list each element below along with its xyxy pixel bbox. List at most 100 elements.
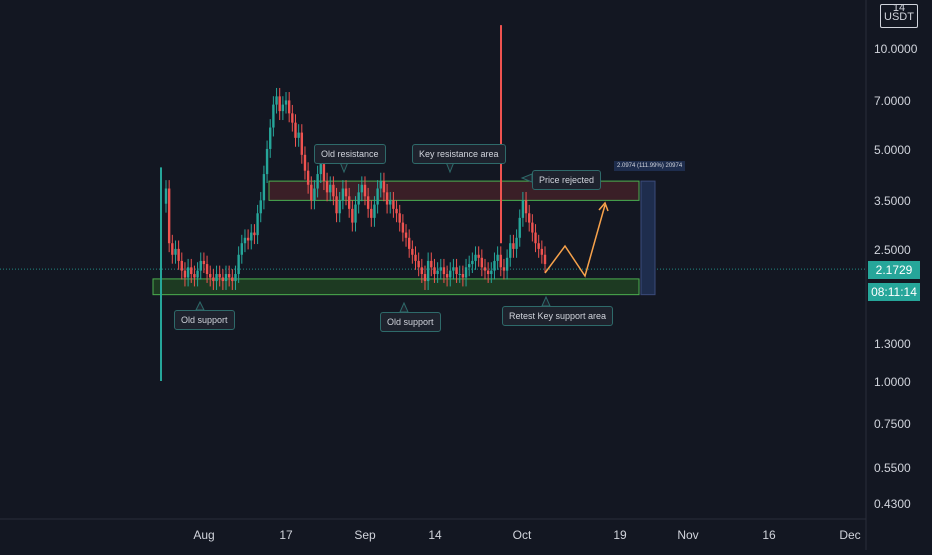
candle-body: [395, 208, 398, 214]
candle-body: [300, 132, 304, 155]
candle-body: [452, 267, 455, 271]
candle-body: [278, 96, 281, 112]
candle-body: [392, 200, 395, 209]
candle-body: [398, 213, 401, 223]
candle-body: [319, 164, 322, 175]
candle-body: [262, 174, 266, 201]
y-tick-label: 5.0000: [874, 143, 911, 157]
candle-body: [385, 192, 389, 205]
y-tick-label: 0.7500: [874, 417, 911, 431]
y-tick-label: 1.0000: [874, 375, 911, 389]
candle-body: [167, 188, 171, 244]
candle-body: [227, 274, 231, 278]
candle-body: [294, 122, 297, 138]
candle-body: [174, 248, 177, 255]
candle-body: [310, 184, 313, 201]
candle-body: [357, 192, 360, 205]
retest-support-pointer: [541, 295, 551, 307]
candle-body: [524, 200, 528, 214]
candle-body: [442, 267, 446, 275]
candle-body: [250, 232, 253, 241]
candle-body: [259, 200, 262, 214]
candle-body: [436, 270, 439, 275]
candle-body: [366, 196, 370, 209]
candle-body: [265, 148, 269, 175]
candle-body: [291, 113, 294, 123]
candle-body: [423, 274, 427, 282]
candle-body: [269, 127, 272, 149]
currency-unit-button[interactable]: 14 mmm USDT: [880, 4, 918, 28]
candle-body: [354, 204, 357, 223]
candle-body: [464, 267, 468, 278]
candle-body: [540, 248, 544, 255]
x-tick-label: Nov: [677, 528, 699, 542]
y-tick-label: 0.4300: [874, 497, 911, 511]
old-support-callout-2[interactable]: Old support: [380, 312, 441, 332]
candle-body: [338, 200, 341, 214]
y-tick-label: 1.3000: [874, 337, 911, 351]
candle-body: [234, 274, 237, 282]
candle-body: [505, 257, 509, 271]
candle-body: [373, 204, 376, 218]
old-support-callout-1[interactable]: Old support: [174, 310, 235, 330]
candle-body: [221, 277, 225, 282]
x-tick-label: Aug: [193, 528, 215, 542]
candle-body: [389, 200, 392, 205]
candle-body: [186, 267, 190, 278]
candle-body: [212, 277, 215, 282]
candle-body: [493, 260, 496, 271]
candle-body: [177, 248, 180, 261]
key-resistance-callout[interactable]: Key resistance area: [412, 144, 506, 164]
unit-top-label: 14 mmm: [885, 5, 913, 11]
candle-body: [471, 260, 474, 265]
projection-path: [544, 204, 606, 278]
candle-body: [455, 267, 458, 275]
candle-body: [272, 104, 275, 128]
candle-body: [351, 208, 354, 223]
measure-box: [640, 180, 656, 296]
candle-body: [341, 188, 345, 201]
candle-body: [246, 237, 250, 241]
price-rejected-callout[interactable]: Price rejected: [532, 170, 602, 190]
candle-body: [256, 213, 259, 236]
candle-body: [313, 188, 316, 201]
current-price-tag: 2.1729: [868, 261, 920, 279]
y-tick-label: 2.5000: [874, 243, 911, 257]
candle-body: [281, 104, 285, 112]
candle-body: [297, 132, 300, 138]
candle-body: [439, 267, 442, 271]
candle-body: [193, 274, 196, 278]
x-tick-label: 19: [613, 528, 627, 542]
candle-body: [528, 213, 531, 223]
candle-body: [490, 270, 493, 275]
unit-label: USDT: [884, 11, 914, 23]
countdown-tag: 08:11:14: [868, 283, 920, 301]
candle-body: [171, 243, 174, 255]
candle-body: [445, 274, 449, 278]
candle-body: [433, 267, 436, 275]
candle-body: [335, 196, 338, 214]
y-tick-label: 7.0000: [874, 94, 911, 108]
candle-body: [347, 196, 351, 209]
candle-body: [426, 260, 430, 282]
y-tick-label: 0.5500: [874, 461, 911, 475]
candle-body: [196, 270, 199, 278]
x-tick-label: 17: [279, 528, 293, 542]
candle-body: [183, 270, 187, 278]
candle-body: [284, 100, 288, 105]
x-tick-label: Oct: [512, 528, 532, 542]
candle-body: [411, 248, 414, 255]
x-tick-label: Dec: [839, 528, 861, 542]
retest-support-callout[interactable]: Retest Key support area: [502, 306, 614, 326]
candle-body: [420, 267, 424, 275]
candle-body: [306, 170, 310, 185]
candle-body: [322, 164, 326, 182]
candle-body: [275, 96, 278, 105]
candle-body: [202, 260, 206, 265]
y-tick-label: 3.5000: [874, 194, 911, 208]
candle-body: [376, 188, 379, 205]
candle-body: [231, 277, 234, 282]
x-tick-label: 14: [428, 528, 442, 542]
old-resistance-callout[interactable]: Old resistance: [314, 144, 386, 164]
